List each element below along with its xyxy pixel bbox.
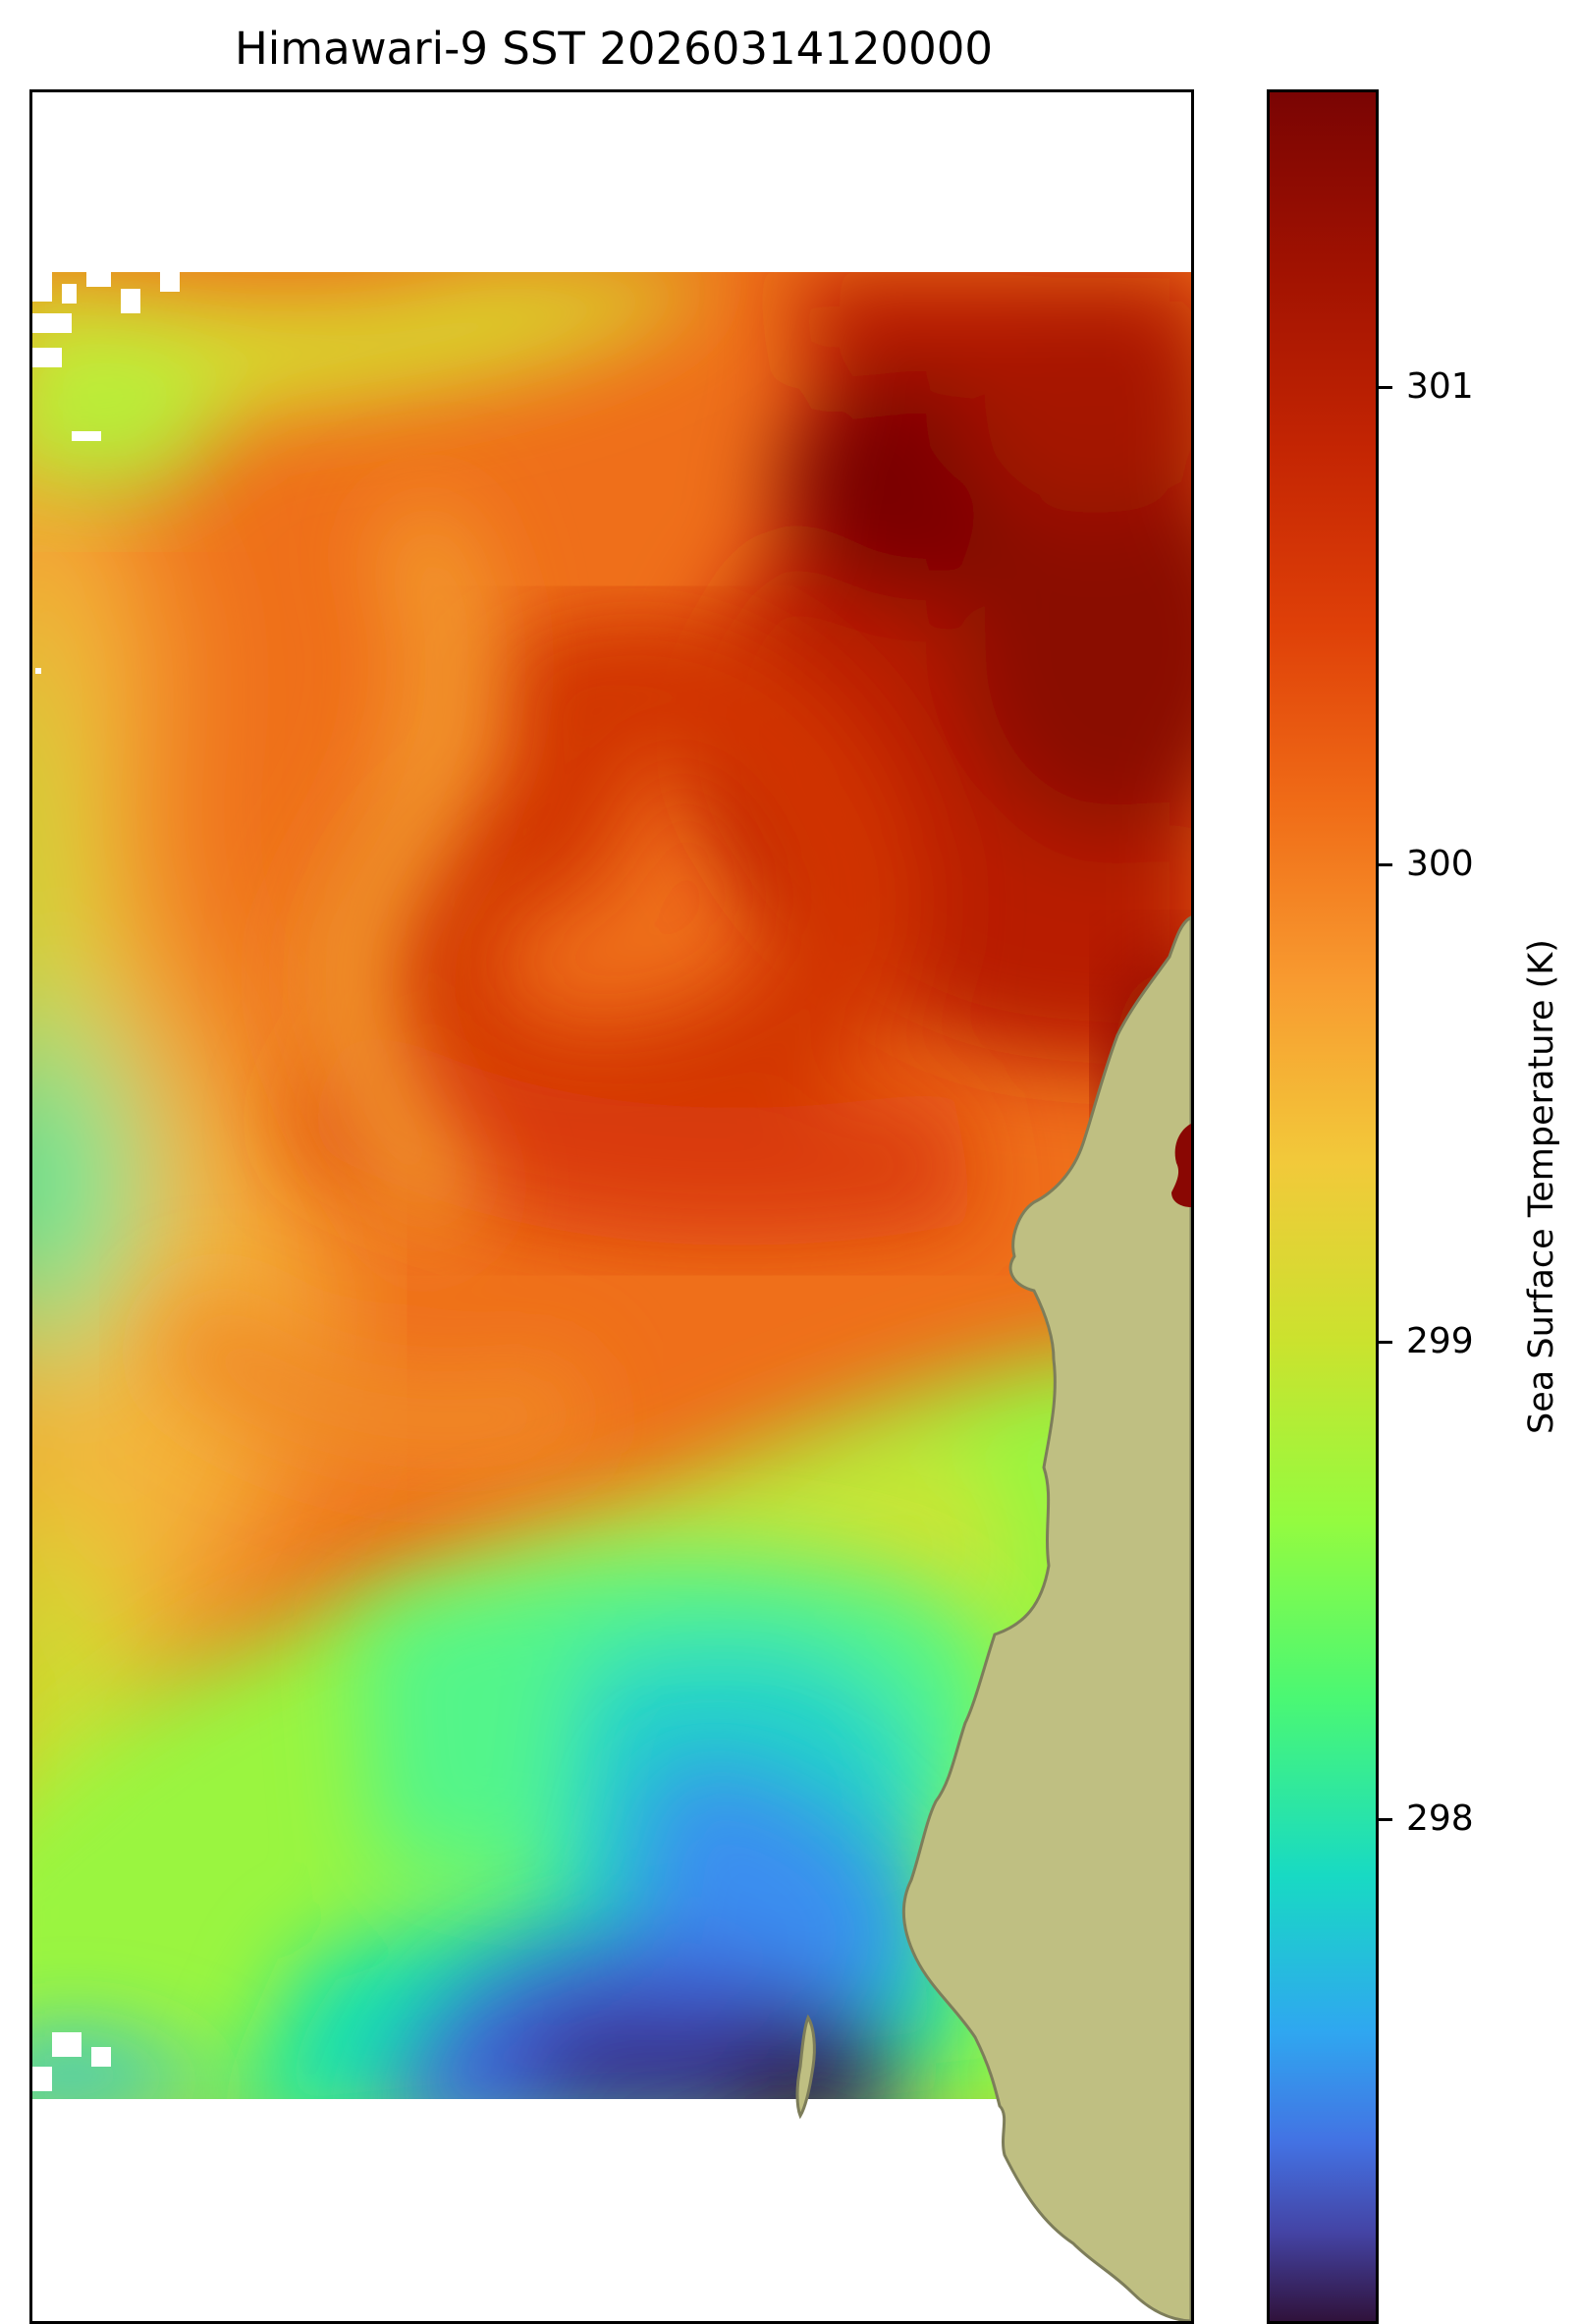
- colorbar: [1267, 89, 1379, 2324]
- colorbar-label: Sea Surface Temperature (K): [1522, 939, 1561, 1434]
- colorbar-tick-label: 301: [1406, 366, 1474, 407]
- colorbar-tick-label: 298: [1406, 1798, 1474, 1839]
- sst-map-panel[interactable]: [29, 89, 1194, 2324]
- colorbar-tick-label: 300: [1406, 844, 1474, 884]
- colorbar-tick-label: 299: [1406, 1321, 1474, 1361]
- sst-map: [32, 272, 1191, 2321]
- map-title: Himawari-9 SST 20260314120000: [234, 23, 994, 75]
- sst-field: [32, 272, 1191, 2099]
- land-mass: [795, 915, 1191, 2321]
- colorbar-tick: [1379, 1341, 1392, 1344]
- colorbar-tick: [1379, 1818, 1392, 1821]
- colorbar-tick: [1379, 863, 1392, 866]
- colorbar-tick: [1379, 386, 1392, 389]
